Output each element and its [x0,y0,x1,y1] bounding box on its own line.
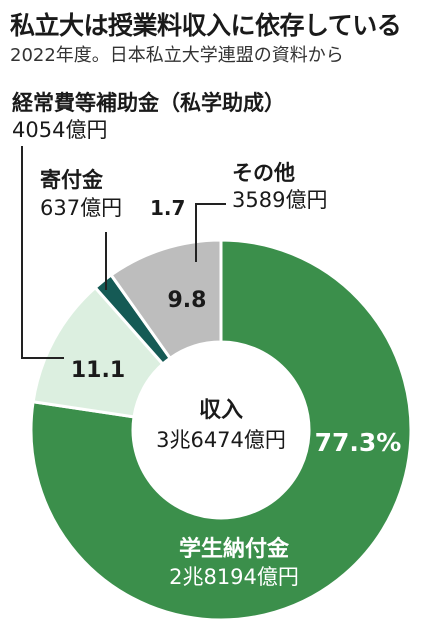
chart-subtitle: 2022年度。日本私立大学連盟の資料から [10,45,344,66]
chart-title: 私立大は授業料収入に依存している [10,11,402,40]
subsidy-percent-label: 11.1 [71,358,125,383]
donation-percent-label: 1.7 [150,196,185,220]
tuition-amount-label: 2兆8194億円 [169,565,299,589]
center-total: 3兆6474億円 [156,428,286,452]
other-name-label: その他 [232,161,295,185]
subsidy-amount-label: 4054億円 [12,118,107,142]
donut-slices [29,238,413,622]
tuition-percent-label: 77.3% [315,428,402,457]
donation-amount-label: 637億円 [40,196,122,220]
other-percent-label: 9.8 [168,288,207,313]
subsidy-leader [21,146,64,359]
leader-lines [21,146,226,359]
slice-other [109,238,223,361]
slice-tuition [29,238,413,622]
subsidy-name-label: 経常費等補助金（私学助成） [12,91,285,115]
other-amount-label: 3589億円 [232,188,327,212]
tuition-name-label: 学生納付金 [179,536,290,562]
center-label: 収入 [199,398,243,423]
other-leader [195,203,226,262]
donation-name-label: 寄付金 [40,168,104,192]
